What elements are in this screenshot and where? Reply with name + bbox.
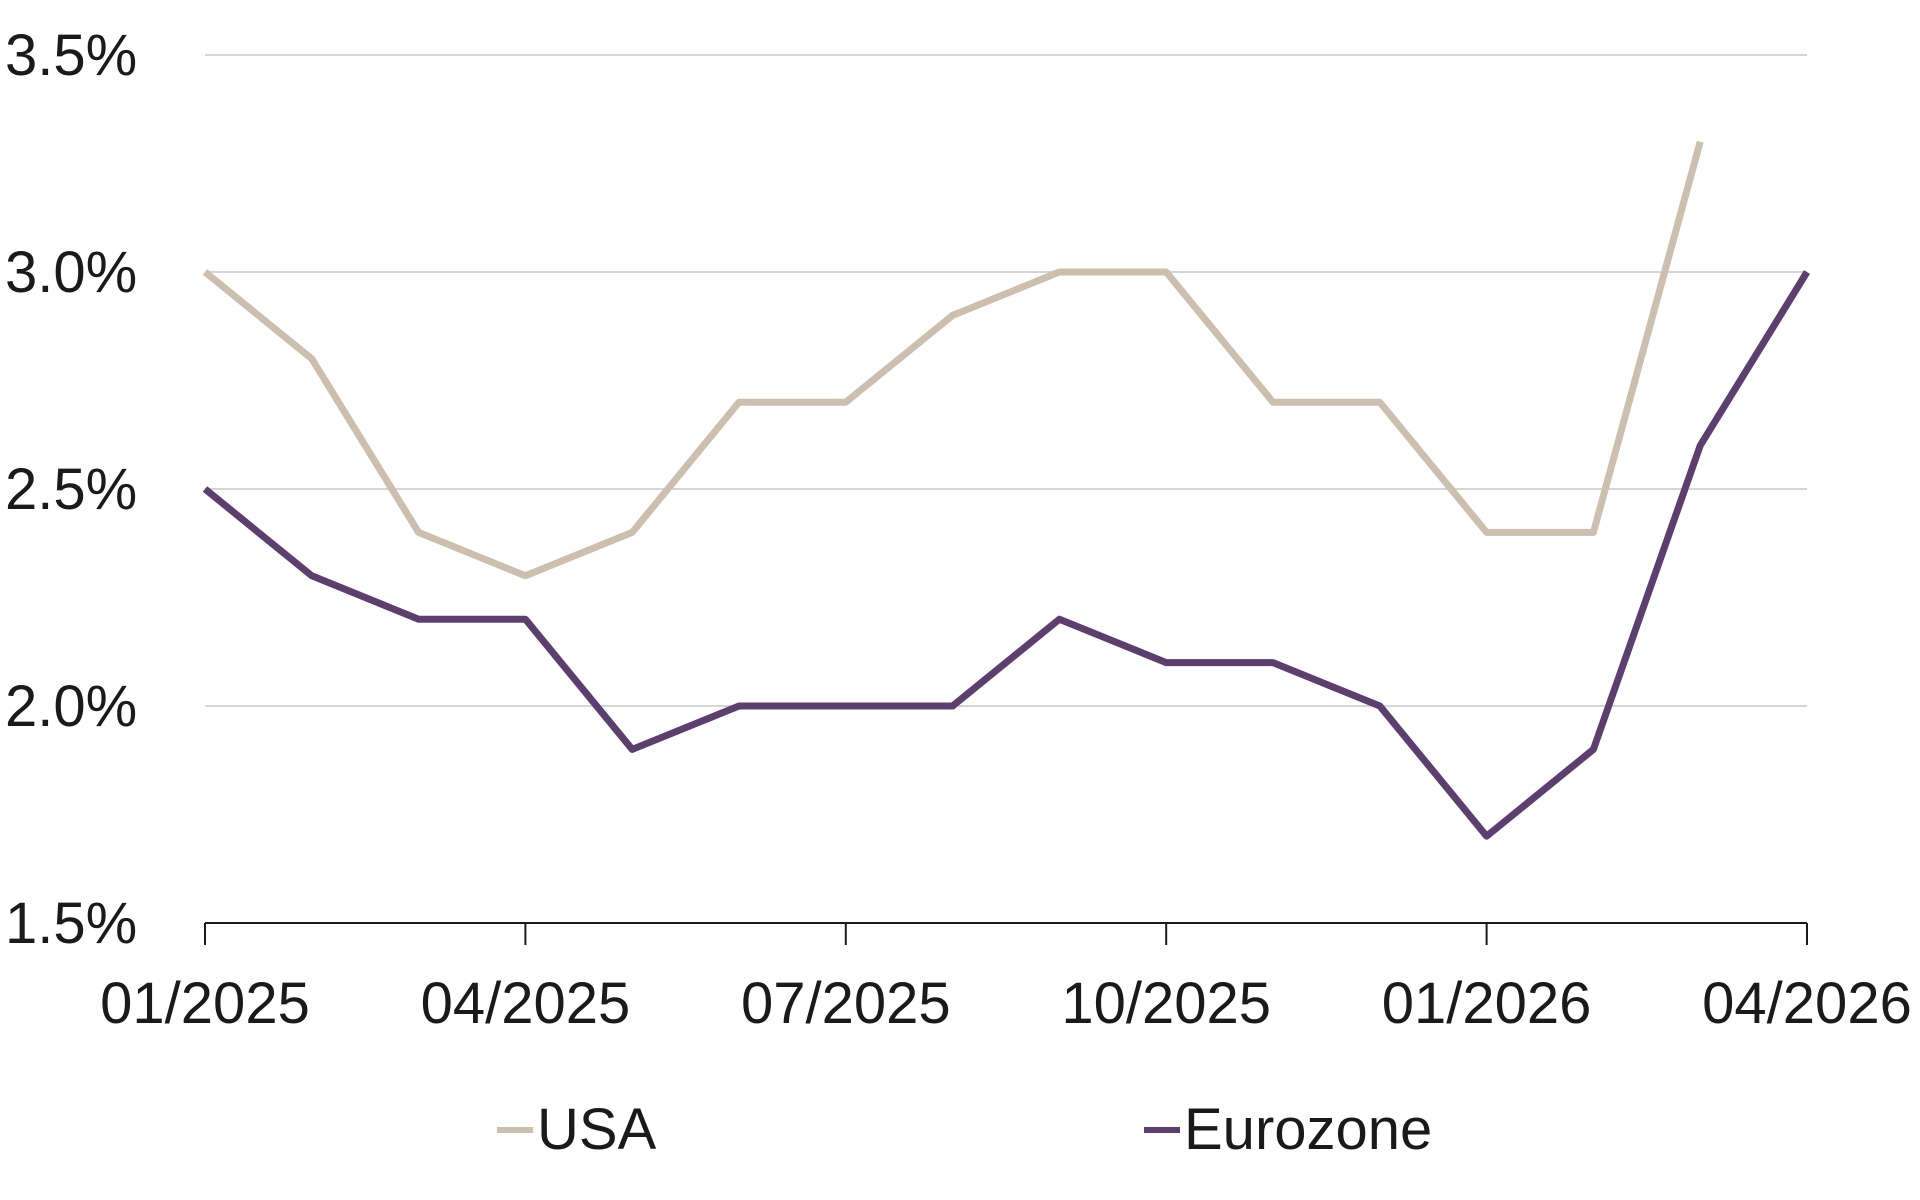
y-tick-label: 3.5% <box>5 23 137 88</box>
x-tick-label: 01/2026 <box>1382 971 1592 1036</box>
legend-swatch-usa <box>497 1127 533 1133</box>
series-line-usa <box>202 140 1704 580</box>
legend-label-eurozone: Eurozone <box>1184 1097 1433 1162</box>
legend-label-usa: USA <box>537 1097 657 1162</box>
y-tick-label: 3.0% <box>5 240 137 305</box>
series-line-eurozone <box>202 270 1810 840</box>
chart-legend: USA Eurozone <box>0 1080 1920 1180</box>
x-tick-label: 10/2025 <box>1061 971 1271 1036</box>
legend-item-usa: USA <box>497 1080 656 1180</box>
x-tick-label: 01/2025 <box>100 971 310 1036</box>
x-tick-label: 07/2025 <box>741 971 951 1036</box>
legend-swatch-eurozone <box>1144 1127 1180 1133</box>
y-tick-label: 2.5% <box>5 457 137 522</box>
line-chart: 3.5% 3.0% 2.5% 2.0% 1.5% 01/2025 04/2025 07/202… <box>5 23 1912 1036</box>
y-tick-label: 2.0% <box>5 674 137 739</box>
x-tick-label: 04/2026 <box>1702 971 1912 1036</box>
y-tick-label: 1.5% <box>5 891 137 956</box>
x-tick-label: 04/2025 <box>421 971 631 1036</box>
legend-item-eurozone: Eurozone <box>1144 1080 1432 1180</box>
